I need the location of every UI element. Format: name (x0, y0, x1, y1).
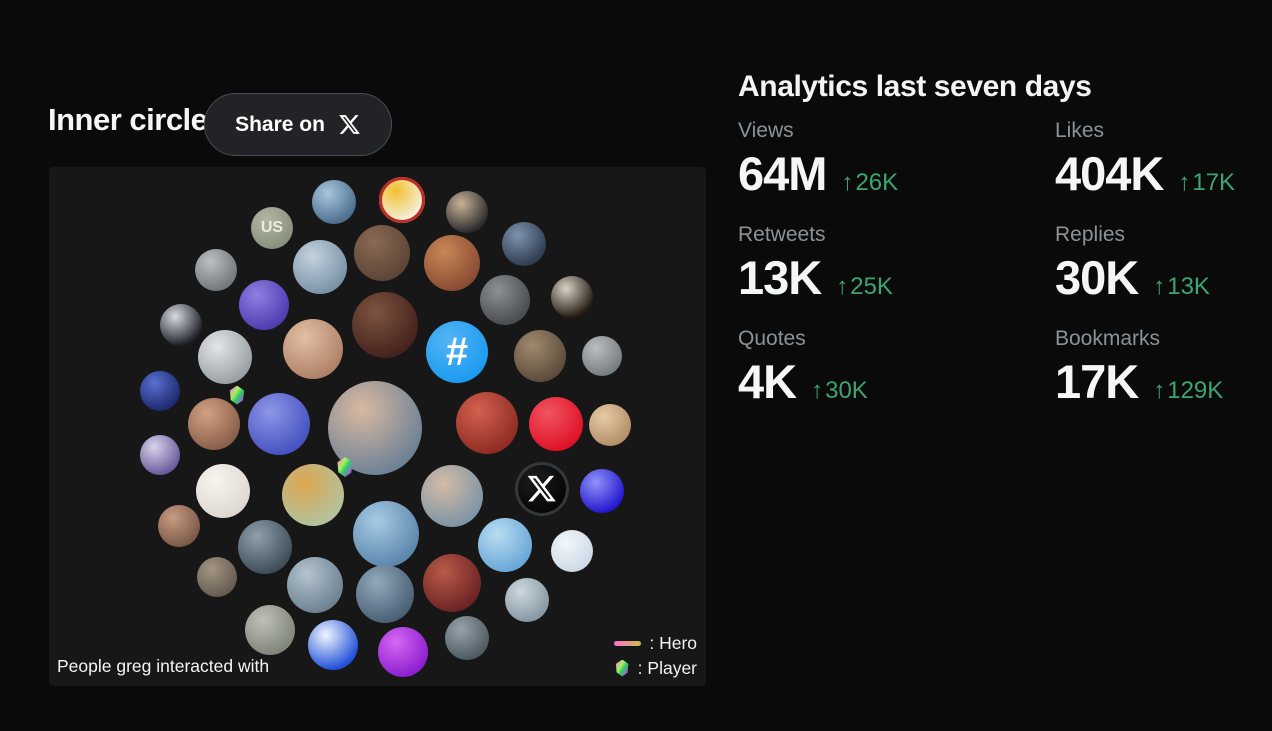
avatar-white-cat-meme (551, 276, 593, 318)
avatar-speaker-suit (248, 393, 310, 455)
avatar-blue-bird-logo (308, 620, 358, 670)
stat-delta: ↑30K (811, 377, 868, 404)
avatar-eagle-art (140, 435, 180, 475)
avatar-blonde-woman (589, 404, 631, 446)
avatar-galaxy-guy (140, 371, 180, 411)
avatar-neptune-x-art (353, 501, 419, 567)
avatar-copper-coin (424, 235, 480, 291)
arrow-up-icon: ↑ (1153, 273, 1166, 300)
avatar-shirtless-man (283, 319, 343, 379)
stat-delta: ↑17K (1178, 169, 1236, 196)
page-title: Inner circle (48, 102, 208, 137)
arrow-up-icon: ↑ (841, 169, 854, 196)
stat-label: Likes (1055, 119, 1105, 142)
avatar-horse-globe (160, 304, 202, 346)
avatar-dog-in-suit (551, 530, 593, 572)
stat-value: 4K (738, 355, 797, 408)
avatar-brown-hair-woman (188, 398, 240, 450)
share-on-x-button[interactable]: Share on (204, 93, 392, 156)
avatar-elon-red-armor (423, 554, 481, 612)
avatar-stephen-a (239, 280, 289, 330)
avatar-red-circle-guy (529, 397, 583, 451)
avatar-nerd-glasses (582, 336, 622, 376)
avatar-climbing-guy (505, 578, 549, 622)
avatar-drink-guy (238, 520, 292, 574)
arrow-up-icon: ↑ (1153, 377, 1166, 404)
avatar-truck-guy (287, 557, 343, 613)
stat-label: Quotes (738, 327, 806, 350)
legend-player-label: : Player (637, 657, 697, 678)
stat-delta: ↑129K (1153, 377, 1224, 404)
avatar-bearded-man (352, 292, 418, 358)
stat-label: Replies (1055, 223, 1126, 246)
avatar-cluster: US # (49, 167, 706, 686)
x-logo-glyph (527, 476, 557, 502)
hashtag-glyph: # (445, 330, 469, 374)
avatar-red-shirt-guy (456, 392, 518, 454)
stat-value: 30K (1055, 251, 1139, 304)
avatar-photographer-bw (198, 330, 252, 384)
avatar-jersey-guy (502, 222, 546, 266)
legend-hero-label: : Hero (649, 632, 697, 653)
legend: : Hero : Player (614, 632, 697, 679)
inner-circle-card: US # People greg interacted with : Hero :… (49, 167, 706, 686)
stat-label: Bookmarks (1055, 327, 1161, 350)
avatar-hashtag: # (426, 321, 488, 383)
stat-value: 64M (738, 147, 827, 200)
avatar-globe-wireframe (580, 469, 624, 513)
stat-value: 17K (1055, 355, 1139, 408)
avatar-dark-hair-guy (354, 225, 410, 281)
avatar-cartoon-redhead (158, 505, 200, 547)
avatar-cap-guy-small (197, 557, 237, 597)
stat-views: Views 64M ↑26K (738, 118, 1055, 222)
arrow-up-icon: ↑ (836, 273, 849, 300)
avatar-tshirt-guy (480, 275, 530, 325)
x-logo-icon (339, 115, 360, 134)
avatar-microphone (446, 191, 488, 233)
player-gem-badge-1 (229, 385, 245, 405)
stat-delta: ↑13K (1153, 273, 1210, 300)
arrow-up-icon: ↑ (1178, 169, 1191, 196)
us-badge-glyph: US (260, 219, 284, 236)
stat-label: Views (738, 119, 794, 142)
stat-bookmarks: Bookmarks 17K ↑129K (1055, 326, 1248, 430)
player-gem-badge-2 (337, 457, 353, 477)
card-caption: People greg interacted with (57, 656, 270, 676)
avatar-us-badge: US (251, 207, 293, 249)
stat-label: Retweets (738, 223, 826, 246)
avatar-second-blurry-face (421, 465, 483, 527)
avatar-old-man-glasses (478, 518, 532, 572)
stat-delta: ↑26K (841, 169, 899, 196)
share-button-label: Share on (235, 112, 325, 136)
stat-retweets: Retweets 13K ↑25K (738, 222, 1055, 326)
avatar-babylon-bee (379, 177, 425, 223)
hero-line-swatch (614, 640, 642, 646)
avatar-beanie-guy (195, 249, 237, 291)
avatar-x-logo (515, 462, 569, 516)
analytics-panel: Analytics last seven days Views 64M ↑26K Li… (738, 70, 1248, 408)
analytics-title: Analytics last seven days (738, 70, 1092, 103)
avatar-doge (282, 464, 344, 526)
arrow-up-icon: ↑ (811, 377, 824, 404)
avatar-smiling-guy (196, 464, 250, 518)
avatar-city-skyline (312, 180, 356, 224)
avatar-glasses-guy-bottom (445, 616, 489, 660)
avatar-powell (293, 240, 347, 294)
stat-replies: Replies 30K ↑13K (1055, 222, 1248, 326)
stat-value: 13K (738, 251, 822, 304)
legend-hero: : Hero (614, 632, 697, 654)
avatar-sleeping-guy (356, 565, 414, 623)
stat-delta: ↑25K (836, 273, 893, 300)
stat-likes: Likes 404K ↑17K (1055, 118, 1248, 222)
avatar-fbi-guy (514, 330, 566, 382)
avatar-purple-face (378, 627, 428, 677)
player-gem-icon (615, 659, 629, 677)
stats-grid: Views 64M ↑26K Likes 404K ↑17K Retweets 13K ↑25K… (738, 118, 1248, 430)
avatar-green-jacket-guy (245, 605, 295, 655)
stat-value: 404K (1055, 147, 1164, 200)
legend-player: : Player (615, 657, 697, 679)
stat-quotes: Quotes 4K ↑30K (738, 326, 1055, 430)
